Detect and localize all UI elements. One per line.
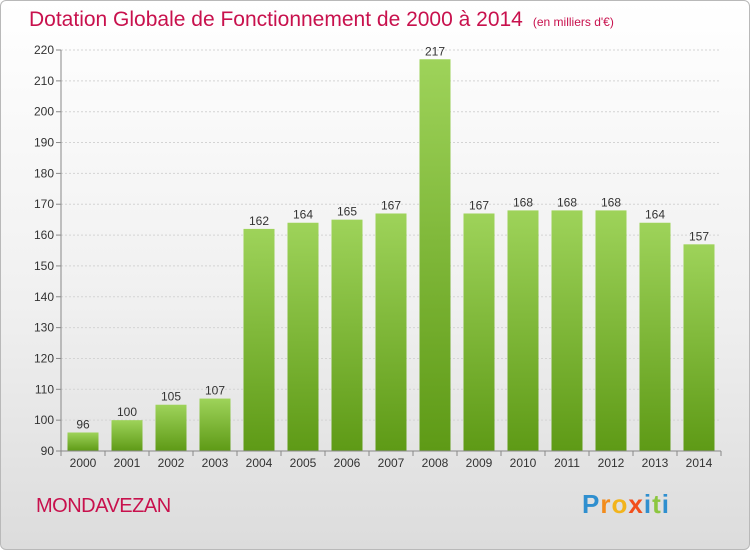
data-label: 167 xyxy=(469,198,489,212)
x-tick-label: 2013 xyxy=(642,456,669,470)
y-tick-label: 180 xyxy=(34,166,54,180)
bar-2001 xyxy=(111,420,143,451)
bars xyxy=(67,59,715,451)
proxiti-logo: Proxiti xyxy=(582,489,670,519)
bar-2006 xyxy=(331,219,363,451)
chart-title: Dotation Globale de Fonctionnement de 20… xyxy=(29,8,614,32)
y-tick-label: 160 xyxy=(34,228,54,242)
data-label: 96 xyxy=(76,417,90,431)
chart-title-text: Dotation Globale de Fonctionnement de 20… xyxy=(29,8,523,31)
y-tick-label: 110 xyxy=(35,382,54,396)
x-tick-label: 2003 xyxy=(202,456,229,470)
x-tick-label: 2000 xyxy=(70,456,97,470)
y-tick-label: 190 xyxy=(34,136,54,150)
x-tick-label: 2008 xyxy=(422,456,449,470)
data-label: 107 xyxy=(205,384,225,398)
x-tick-label: 2001 xyxy=(114,456,141,470)
data-label: 100 xyxy=(117,405,137,419)
x-tick-label: 2007 xyxy=(378,456,405,470)
data-label: 168 xyxy=(601,195,621,209)
data-label: 157 xyxy=(689,229,709,243)
x-tick-label: 2012 xyxy=(598,456,625,470)
bar-2013 xyxy=(639,222,671,451)
axes: 90 100 110 120 130 140 150 160 170 180 190 200 210 22… xyxy=(34,43,722,470)
x-tick-label: 2004 xyxy=(246,456,273,470)
bar-2003 xyxy=(199,398,231,451)
y-tick-label: 210 xyxy=(34,74,54,88)
y-tick-label: 90 xyxy=(41,444,55,458)
bar-2014 xyxy=(683,244,715,451)
data-label: 164 xyxy=(293,208,313,222)
y-tick-label: 220 xyxy=(34,43,54,57)
data-label: 105 xyxy=(161,390,181,404)
y-tick-label: 140 xyxy=(34,290,54,304)
data-label: 162 xyxy=(249,214,269,228)
bar-2004 xyxy=(243,228,275,451)
y-tick-label: 100 xyxy=(34,413,54,427)
x-tick-label: 2009 xyxy=(466,456,493,470)
bar-2005 xyxy=(287,222,319,451)
y-tick-label: 150 xyxy=(34,259,54,273)
data-label: 168 xyxy=(557,195,577,209)
data-label: 168 xyxy=(513,195,533,209)
data-label: 217 xyxy=(425,44,445,58)
y-tick-label: 170 xyxy=(34,197,54,211)
y-tick-label: 200 xyxy=(34,105,54,119)
y-tick-label: 120 xyxy=(34,351,54,365)
x-tick-label: 2010 xyxy=(510,456,537,470)
x-tick-label: 2011 xyxy=(554,456,580,470)
data-label: 165 xyxy=(337,205,357,219)
bar-2011 xyxy=(551,210,583,451)
data-label: 167 xyxy=(381,198,401,212)
x-tick-label: 2005 xyxy=(290,456,317,470)
x-tick-label: 2002 xyxy=(158,456,185,470)
bar-2010 xyxy=(507,210,539,451)
x-tick-label: 2006 xyxy=(334,456,361,470)
unit-note: (en milliers d'€) xyxy=(532,15,614,29)
bar-2007 xyxy=(375,213,407,451)
commune-name: MONDAVEZAN xyxy=(36,495,171,517)
bar-2000 xyxy=(67,432,99,451)
bar-2012 xyxy=(595,210,627,451)
y-tick-label: 130 xyxy=(34,321,54,335)
data-labels: 96 100 105 107 162 164 165 167 217 167 168 168 168 16… xyxy=(76,44,709,431)
bar-2002 xyxy=(155,404,187,451)
bar-2009 xyxy=(463,213,495,451)
data-label: 164 xyxy=(645,208,665,222)
x-tick-label: 2014 xyxy=(686,456,713,470)
bar-2008 xyxy=(419,59,451,451)
